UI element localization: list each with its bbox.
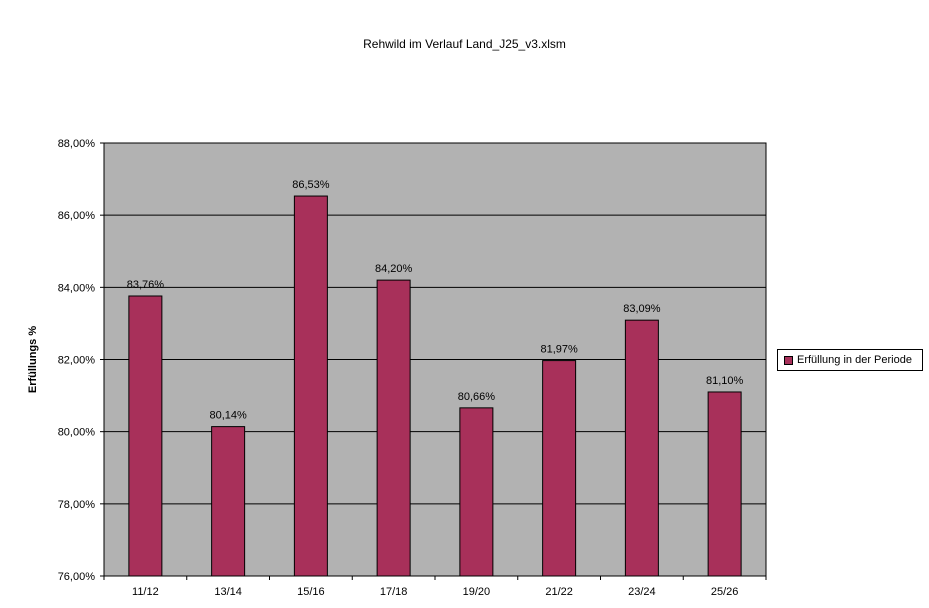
chart-title: Rehwild im Verlauf Land_J25_v3.xlsm — [363, 37, 566, 51]
y-axis-title: Erfüllungs % — [27, 326, 39, 393]
bar — [211, 426, 246, 577]
legend: Erfüllung in der Periode — [777, 349, 923, 371]
data-label: 81,97% — [540, 344, 578, 356]
x-tick-label: 21/22 — [545, 586, 573, 598]
bar — [293, 195, 328, 577]
bar — [459, 407, 494, 577]
x-tick-label: 11/12 — [132, 586, 159, 598]
x-tick-label: 15/16 — [297, 586, 325, 598]
x-tick-label: 23/24 — [628, 586, 656, 598]
data-label: 83,09% — [623, 303, 661, 315]
bar — [376, 279, 411, 577]
bar — [542, 360, 577, 577]
data-label: 80,66% — [458, 391, 496, 403]
bar — [128, 295, 163, 577]
legend-swatch — [784, 355, 793, 365]
bar — [707, 391, 742, 577]
x-tick-label: 13/14 — [214, 586, 242, 598]
x-tick-label: 17/18 — [380, 586, 408, 598]
y-tick-label: 84,00% — [58, 282, 96, 294]
data-label: 84,20% — [375, 263, 413, 275]
y-tick-label: 80,00% — [58, 427, 96, 439]
y-tick-label: 88,00% — [58, 138, 96, 150]
x-tick-label: 25/26 — [711, 586, 739, 598]
data-label: 83,76% — [127, 279, 165, 291]
y-tick-label: 86,00% — [58, 210, 96, 222]
legend-label: Erfüllung in der Periode — [797, 354, 912, 366]
x-tick-label: 19/20 — [463, 586, 491, 598]
data-label: 86,53% — [292, 179, 330, 191]
y-tick-label: 82,00% — [58, 355, 96, 367]
y-tick-label: 76,00% — [58, 571, 96, 583]
data-label: 81,10% — [706, 375, 744, 387]
data-label: 80,14% — [209, 410, 247, 422]
y-tick-label: 78,00% — [58, 499, 96, 511]
bar — [624, 319, 659, 577]
